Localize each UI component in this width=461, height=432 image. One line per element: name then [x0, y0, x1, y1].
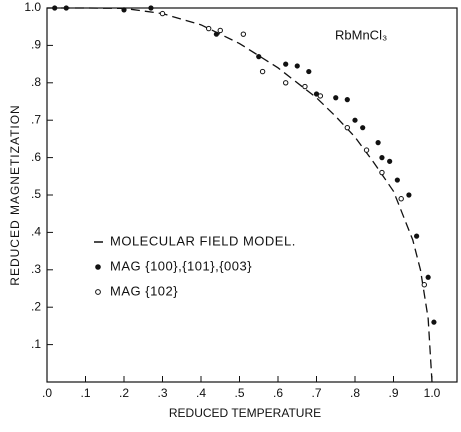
x-tick-label: .1 [80, 386, 90, 400]
x-tick-label: .3 [157, 386, 167, 400]
data-point [344, 97, 350, 103]
y-tick-label: .8 [31, 75, 41, 89]
x-tick-label: .2 [119, 386, 129, 400]
data-point [375, 140, 381, 146]
data-point [302, 83, 308, 90]
data-point [121, 7, 127, 13]
y-tick-label: .9 [31, 38, 41, 52]
data-point [406, 192, 412, 198]
data-point [363, 147, 370, 153]
data-point [414, 233, 420, 239]
data-point [379, 169, 385, 176]
y-tick-label: .4 [31, 225, 41, 239]
x-tick-label: .9 [388, 386, 398, 400]
data-point [259, 68, 266, 75]
x-tick-label: .7 [311, 386, 321, 400]
legend-symbol [95, 289, 101, 295]
x-tick-label: 1.0 [424, 386, 441, 400]
y-tick-label: 1.0 [24, 0, 41, 14]
data-point [306, 68, 312, 75]
data-point [213, 31, 219, 37]
x-axis-label: REDUCED TEMPERATURE [169, 406, 321, 420]
y-tick-label: .5 [31, 187, 41, 201]
y-tick-label: .3 [31, 262, 41, 276]
data-point [425, 274, 431, 280]
y-tick-label: .2 [31, 299, 41, 313]
annotation: RbMnCl₃ [335, 27, 387, 42]
y-axis-label: REDUCED MAGNETIZATION [8, 104, 22, 285]
data-point [148, 5, 154, 11]
x-tick-label: .5 [234, 386, 244, 400]
data-point [294, 63, 300, 69]
y-tick-label: .1 [31, 337, 41, 351]
data-point [63, 5, 69, 11]
data-point [283, 80, 289, 86]
legend-label: MOLECULAR FIELD MODEL. [110, 233, 296, 248]
data-point [317, 93, 324, 99]
data-point [431, 319, 437, 325]
y-tick-label: .6 [31, 150, 41, 164]
data-point [206, 25, 212, 32]
data-point [256, 54, 262, 60]
x-tick-label: .4 [196, 386, 206, 400]
x-tick-label: .6 [273, 386, 283, 400]
legend-label: MAG {100},{101},{003} [110, 258, 252, 273]
x-tick-label: .0 [42, 386, 52, 400]
data-point [398, 196, 404, 202]
data-point [159, 10, 166, 17]
legend-symbol [95, 264, 101, 270]
data-point [387, 158, 393, 164]
data-point [283, 61, 289, 67]
model-curve [47, 7, 433, 383]
data-point [344, 124, 350, 131]
data-point [240, 31, 247, 37]
data-point [52, 5, 58, 11]
data-point [217, 27, 223, 34]
data-point [333, 95, 339, 101]
data-point [352, 117, 358, 123]
data-point [421, 282, 427, 288]
legend-label: MAG {102} [110, 283, 178, 298]
data-point [360, 125, 366, 131]
y-tick-label: .7 [31, 112, 41, 126]
plot-frame [46, 7, 458, 383]
data-point [394, 177, 400, 183]
data-point [379, 155, 385, 161]
x-tick-label: .8 [350, 386, 360, 400]
